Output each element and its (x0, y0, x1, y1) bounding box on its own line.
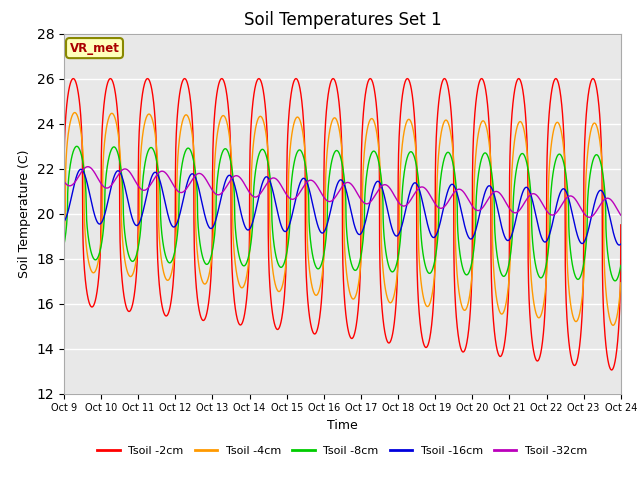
Tsoil -4cm (124, 270, 132, 276)
Tsoil -16cm (77, 167, 84, 172)
Line: Tsoil -4cm: Tsoil -4cm (64, 113, 621, 325)
Tsoil -16cm (298, 177, 306, 182)
Tsoil -16cm (617, 241, 625, 247)
Tsoil -32cm (546, 212, 554, 217)
Tsoil -16cm (606, 216, 614, 221)
X-axis label: Time: Time (327, 419, 358, 432)
Tsoil -2cm (157, 295, 164, 300)
Tsoil -32cm (606, 196, 614, 202)
Tsoil -2cm (606, 365, 614, 371)
Tsoil -8cm (606, 266, 614, 272)
Tsoil -16cm (546, 230, 554, 236)
Tsoil -2cm (60, 188, 68, 194)
Tsoil -8cm (60, 242, 68, 248)
Tsoil -8cm (298, 149, 306, 155)
Title: Soil Temperatures Set 1: Soil Temperatures Set 1 (244, 11, 441, 29)
Tsoil -4cm (60, 233, 68, 239)
Tsoil -2cm (298, 98, 306, 104)
Tsoil -16cm (124, 197, 132, 203)
Tsoil -8cm (274, 260, 282, 265)
Tsoil -8cm (617, 263, 625, 268)
Tsoil -2cm (70, 76, 77, 82)
Tsoil -8cm (157, 217, 164, 223)
Tsoil -2cm (617, 222, 625, 228)
Tsoil -32cm (274, 178, 282, 183)
Tsoil -16cm (60, 219, 68, 225)
Tsoil -2cm (546, 101, 554, 107)
Tsoil -32cm (124, 167, 132, 173)
Tsoil -4cm (157, 252, 164, 257)
Tsoil -4cm (274, 288, 282, 294)
Tsoil -4cm (298, 124, 306, 130)
Tsoil -4cm (617, 280, 625, 286)
Line: Tsoil -32cm: Tsoil -32cm (64, 167, 621, 217)
Line: Tsoil -16cm: Tsoil -16cm (64, 169, 621, 245)
Tsoil -32cm (617, 212, 625, 218)
Line: Tsoil -8cm: Tsoil -8cm (64, 146, 621, 281)
Tsoil -2cm (607, 367, 615, 373)
Legend: Tsoil -2cm, Tsoil -4cm, Tsoil -8cm, Tsoil -16cm, Tsoil -32cm: Tsoil -2cm, Tsoil -4cm, Tsoil -8cm, Tsoi… (93, 441, 592, 460)
Tsoil -32cm (60, 179, 68, 184)
Y-axis label: Soil Temperature (C): Soil Temperature (C) (18, 149, 31, 278)
Tsoil -32cm (586, 215, 593, 220)
Tsoil -4cm (546, 154, 554, 160)
Tsoil -4cm (71, 110, 79, 116)
Tsoil -32cm (84, 164, 92, 169)
Tsoil -2cm (274, 326, 282, 332)
Tsoil -8cm (611, 278, 619, 284)
Tsoil -16cm (616, 242, 623, 248)
Tsoil -8cm (73, 144, 81, 149)
Tsoil -32cm (298, 186, 306, 192)
Tsoil -4cm (606, 317, 614, 323)
Tsoil -2cm (124, 308, 132, 313)
Text: VR_met: VR_met (70, 42, 120, 55)
Tsoil -32cm (157, 168, 164, 174)
Tsoil -8cm (124, 249, 132, 254)
Tsoil -16cm (157, 180, 164, 186)
Tsoil -4cm (609, 323, 617, 328)
Tsoil -8cm (546, 218, 554, 224)
Line: Tsoil -2cm: Tsoil -2cm (64, 79, 621, 370)
Tsoil -16cm (274, 210, 282, 216)
